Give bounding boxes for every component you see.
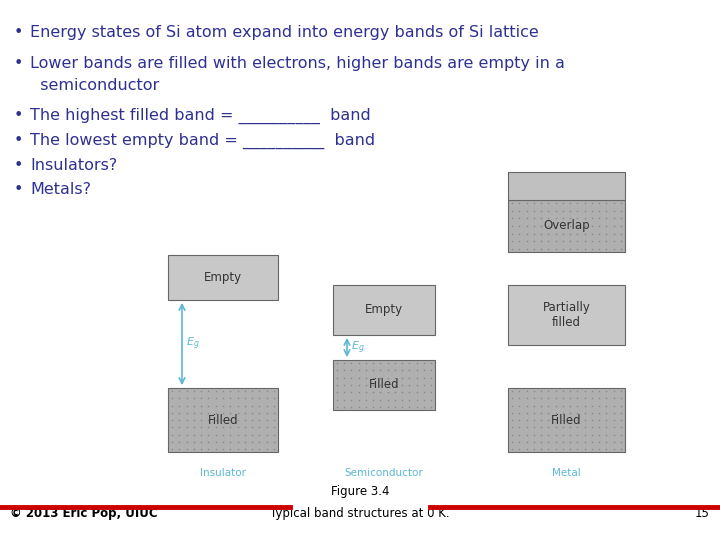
Text: 15: 15 xyxy=(695,507,710,520)
Bar xyxy=(168,255,278,300)
Text: •: • xyxy=(14,158,23,173)
Bar xyxy=(508,200,625,252)
Text: Empty: Empty xyxy=(365,303,403,316)
Bar xyxy=(333,285,435,335)
Text: Insulators?: Insulators? xyxy=(30,158,117,173)
Text: Filled: Filled xyxy=(207,414,238,427)
Text: semiconductor: semiconductor xyxy=(30,78,159,93)
Text: $E_g$: $E_g$ xyxy=(351,339,364,356)
Text: © 2013 Eric Pop, UIUC: © 2013 Eric Pop, UIUC xyxy=(10,507,158,520)
Text: •: • xyxy=(14,182,23,197)
Text: Figure 3.4: Figure 3.4 xyxy=(330,485,390,498)
Bar xyxy=(508,285,625,345)
Text: Overlap: Overlap xyxy=(543,219,590,233)
Text: Filled: Filled xyxy=(552,414,582,427)
Text: Lower bands are filled with electrons, higher bands are empty in a: Lower bands are filled with electrons, h… xyxy=(30,56,565,71)
Text: •: • xyxy=(14,108,23,123)
Bar xyxy=(508,172,625,200)
Text: •: • xyxy=(14,25,23,40)
Text: Energy states of Si atom expand into energy bands of Si lattice: Energy states of Si atom expand into ene… xyxy=(30,25,539,40)
Text: Filled: Filled xyxy=(369,379,400,392)
Text: Semiconductor: Semiconductor xyxy=(345,468,423,478)
Text: Metal: Metal xyxy=(552,468,581,478)
Bar xyxy=(508,388,625,452)
Text: Metals?: Metals? xyxy=(30,182,91,197)
Text: •: • xyxy=(14,133,23,148)
Text: Partially
filled: Partially filled xyxy=(543,301,590,329)
Text: The lowest empty band = __________  band: The lowest empty band = __________ band xyxy=(30,133,375,149)
Bar xyxy=(168,388,278,452)
Text: $E_g$: $E_g$ xyxy=(186,336,199,352)
Bar xyxy=(333,360,435,410)
Text: The highest filled band = __________  band: The highest filled band = __________ ban… xyxy=(30,108,371,124)
Text: Insulator: Insulator xyxy=(200,468,246,478)
Text: Typical band structures at 0 K.: Typical band structures at 0 K. xyxy=(270,507,450,520)
Text: Empty: Empty xyxy=(204,271,242,284)
Text: •: • xyxy=(14,56,23,71)
